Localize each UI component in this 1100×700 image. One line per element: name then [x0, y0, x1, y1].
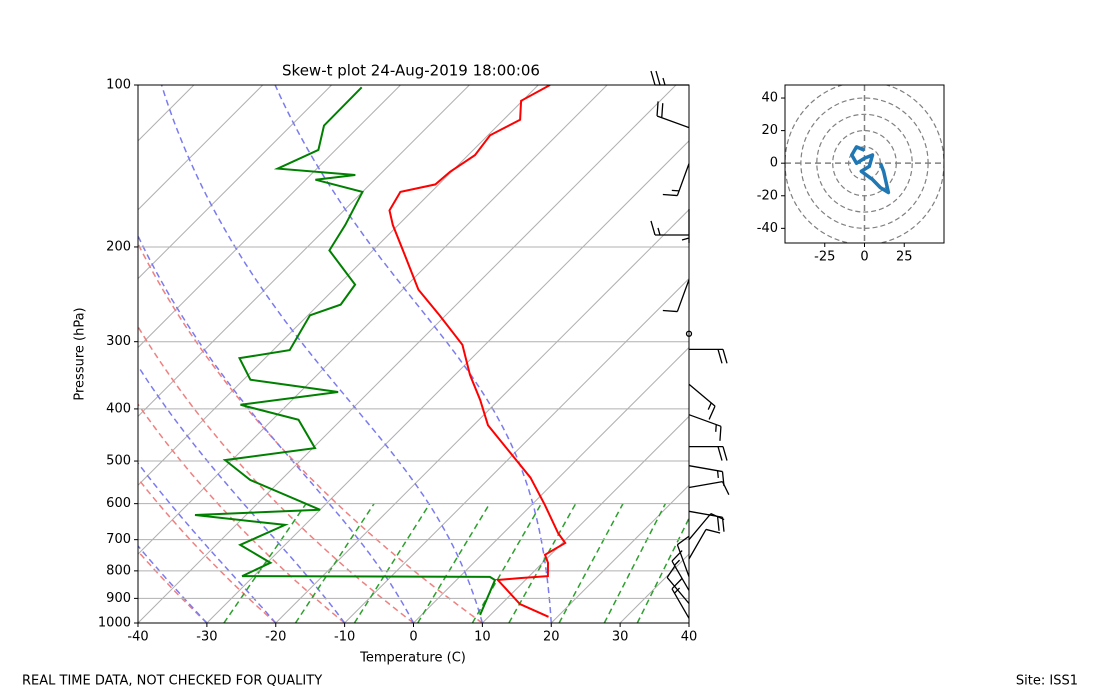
wind-barb [688, 513, 725, 541]
isotherm [482, 415, 689, 623]
wind-barb [681, 208, 690, 243]
wind-barb [662, 279, 690, 313]
mixing-ratio-line [558, 503, 624, 623]
x-tick-label: -40 [127, 630, 148, 645]
y-tick-label: 20 [761, 123, 778, 138]
dry-adiabat [138, 402, 346, 623]
moist-adiabat [138, 461, 277, 623]
x-axis-label: Temperature (C) [359, 651, 466, 666]
mixing-ratio-line [223, 503, 307, 623]
x-tick-label: -25 [814, 250, 835, 265]
y-axis-label: Pressure (hPa) [73, 307, 88, 400]
profile-line [194, 86, 497, 616]
mixing-ratio-line [636, 516, 689, 623]
wind-barb [688, 528, 721, 560]
wind-barb [688, 480, 730, 495]
dry-adiabat [138, 477, 277, 623]
isotherm [413, 346, 689, 623]
dry-adiabat [138, 550, 208, 623]
range-ring [816, 113, 913, 213]
isotherm [138, 85, 608, 555]
profile-line [388, 85, 567, 618]
y-tick-label: 300 [106, 334, 131, 349]
y-tick-label: -40 [757, 221, 778, 236]
hodograph-area [785, 85, 944, 243]
moist-adiabat [160, 85, 484, 623]
wind-barb [688, 414, 722, 441]
dry-adiabat [138, 325, 414, 623]
chart-title: Skew-t plot 24-Aug-2019 18:00:06 [282, 62, 540, 80]
x-tick-label: 20 [543, 630, 560, 645]
x-tick-label: 40 [681, 630, 698, 645]
y-tick-label: 0 [770, 156, 778, 171]
y-tick-label: 100 [106, 78, 131, 93]
mixing-ratio-line [471, 503, 542, 623]
y-tick-label: 200 [106, 239, 131, 254]
moist-adiabat [138, 234, 415, 623]
isotherm [138, 85, 264, 211]
wind-barb [688, 383, 716, 420]
isotherm [206, 140, 689, 623]
x-tick-label: 30 [612, 630, 629, 645]
x-tick-label: -20 [265, 630, 286, 645]
isotherm [138, 85, 470, 418]
moist-adiabat [274, 85, 553, 623]
y-tick-label: 600 [106, 496, 131, 511]
x-tick-label: 0 [860, 250, 868, 265]
wind-barb [689, 445, 728, 461]
y-tick-label: 900 [106, 591, 131, 606]
isotherm [138, 85, 332, 280]
wind-barb [656, 101, 690, 129]
x-tick-label: -30 [196, 630, 217, 645]
wind-barb [689, 348, 728, 364]
wind-barb [662, 163, 690, 197]
wind-barb [676, 535, 690, 577]
plot-area [138, 85, 689, 623]
wind-barb [650, 70, 689, 86]
dry-adiabat [138, 242, 483, 623]
isotherm [138, 85, 677, 623]
x-tick-label: 0 [409, 630, 417, 645]
mixing-ratio-line [294, 503, 375, 623]
site-label: Site: ISS1 [1016, 674, 1078, 689]
y-tick-label: 700 [106, 532, 131, 547]
x-tick-label: -10 [334, 630, 355, 645]
mixing-ratio-line [417, 503, 491, 623]
moist-adiabat [138, 544, 208, 623]
y-tick-label: 1000 [98, 616, 131, 631]
x-tick-label: 25 [896, 250, 913, 265]
y-tick-label: 800 [106, 563, 131, 578]
plot-frame [137, 84, 690, 624]
mixing-ratio-line [603, 503, 667, 623]
y-tick-label: 500 [106, 454, 131, 469]
wind-barb [671, 577, 690, 619]
wind-barb [666, 565, 690, 604]
mixing-ratio-line [353, 503, 431, 623]
wind-barb [650, 220, 689, 236]
isotherm [275, 209, 689, 623]
x-tick-label: 10 [474, 630, 491, 645]
wind-barb [685, 330, 693, 337]
isotherm [550, 484, 689, 623]
hodograph-line [850, 145, 891, 195]
y-tick-label: -20 [757, 188, 778, 203]
y-tick-label: 40 [761, 91, 778, 106]
y-tick-label: 400 [106, 401, 131, 416]
moist-adiabat [138, 364, 346, 623]
isotherm [344, 277, 689, 623]
isotherm [138, 85, 401, 349]
footer-note: REAL TIME DATA, NOT CHECKED FOR QUALITY [22, 674, 322, 689]
